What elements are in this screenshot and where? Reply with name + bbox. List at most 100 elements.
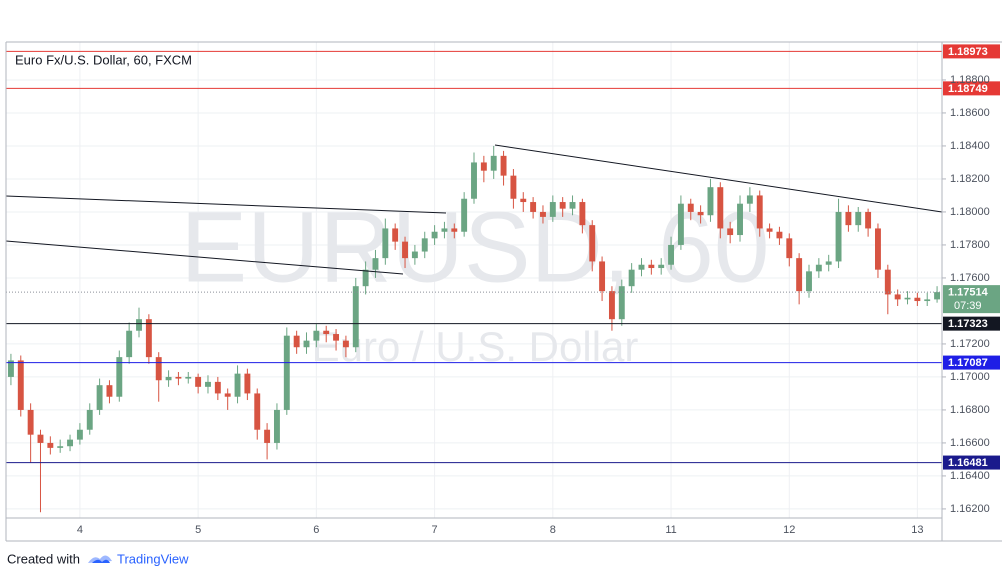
candle-body <box>165 376 172 381</box>
candle-body <box>244 373 251 394</box>
candle-body <box>855 211 862 226</box>
candle-body <box>668 244 675 265</box>
candle-body <box>934 292 941 300</box>
candle-body <box>786 238 793 259</box>
candle-body <box>37 434 44 443</box>
candle-body <box>658 264 665 269</box>
trend-line <box>5 195 447 214</box>
candle-body <box>57 446 64 448</box>
candle-body <box>579 202 586 226</box>
candle-body <box>451 228 458 232</box>
candle-body <box>27 409 34 435</box>
price-badge <box>943 455 1000 470</box>
candle-body <box>234 373 241 397</box>
trend-lines <box>5 144 943 275</box>
candle-body <box>480 162 487 171</box>
candle-body <box>303 340 310 348</box>
candle-body <box>342 340 349 348</box>
x-tick-label: 7 <box>432 524 438 536</box>
price-badge-label: 1.18749 <box>948 83 988 95</box>
candle-body <box>224 393 231 397</box>
candle-body <box>756 195 763 229</box>
candle-body <box>67 439 73 447</box>
y-tick-label: 1.17600 <box>950 272 990 284</box>
price-badge-label: 1.18973 <box>948 46 988 58</box>
price-badge <box>943 355 1000 370</box>
candle-body <box>392 228 399 242</box>
candle-body <box>549 202 556 217</box>
candle-body <box>471 162 477 199</box>
y-tick-label: 1.16800 <box>950 404 990 416</box>
y-tick-label: 1.18000 <box>950 206 990 218</box>
candle-body <box>796 258 803 292</box>
candle-body <box>530 202 537 212</box>
candle-body <box>825 261 832 265</box>
chart-title: Euro Fx/U.S. Dollar, 60, FXCM <box>15 52 192 67</box>
countdown: 07:39 <box>954 300 982 312</box>
footer-brand[interactable]: TradingView <box>117 551 189 566</box>
candle-body <box>815 264 822 272</box>
candle-body <box>776 231 783 239</box>
candle-body <box>589 225 596 262</box>
candle-body <box>352 286 359 348</box>
candle-body <box>894 294 901 300</box>
trend-line <box>494 144 943 213</box>
candle-body <box>126 330 133 358</box>
candle-body <box>648 264 655 269</box>
y-tick-label: 1.17000 <box>950 371 990 383</box>
candle-body <box>707 187 714 216</box>
candle-body <box>697 211 704 216</box>
candle-body <box>313 330 320 341</box>
candle-body <box>746 195 753 204</box>
candle-body <box>766 228 773 232</box>
candle-body <box>254 393 261 430</box>
candle-body <box>116 357 123 397</box>
candle-body <box>362 269 369 287</box>
candle-body <box>638 264 645 270</box>
price-badge-label: 1.17087 <box>948 357 988 369</box>
candle-body <box>323 330 330 335</box>
candle-body <box>875 228 881 270</box>
candle-body <box>205 381 211 387</box>
last-price-label: 1.17514 <box>948 287 989 299</box>
x-tick-label: 11 <box>665 524 676 536</box>
candle-body <box>86 409 93 430</box>
candle-body <box>214 381 221 394</box>
candle-body <box>608 291 615 320</box>
candle-body <box>618 286 625 320</box>
candle-body <box>17 360 24 410</box>
candle-body <box>569 202 576 209</box>
y-tick-label: 1.17800 <box>950 239 990 251</box>
candle-body <box>185 376 192 379</box>
y-tick-label: 1.16600 <box>950 437 990 449</box>
candle-body <box>283 335 290 410</box>
y-tick-label: 1.18800 <box>950 74 990 86</box>
candle-body <box>264 429 271 443</box>
y-tick-label: 1.16400 <box>950 470 990 482</box>
price-badge <box>943 81 1000 96</box>
x-tick-label: 5 <box>195 524 201 536</box>
y-tick-label: 1.16200 <box>950 503 990 515</box>
x-tick-label: 6 <box>313 524 319 536</box>
x-tick-label: 4 <box>77 524 83 536</box>
candle-body <box>421 238 428 252</box>
candle-body <box>500 155 507 176</box>
candle-body <box>914 297 921 302</box>
candle-body <box>175 376 182 379</box>
y-tick-label: 1.18200 <box>950 173 990 185</box>
candle-body <box>411 251 418 259</box>
candle-body <box>687 203 694 212</box>
candle-body <box>904 297 911 300</box>
candle-body <box>599 261 606 292</box>
candle-body <box>145 319 152 358</box>
candle-body <box>76 429 83 440</box>
price-lines: 1.18973 1.18749 1.17323 1.17087 1.16481 1.175… <box>6 44 1000 470</box>
candle-body <box>737 203 743 236</box>
price-badge-label: 1.17323 <box>948 318 988 330</box>
candle-body <box>372 258 379 270</box>
candle-body <box>865 211 872 229</box>
candle-body <box>96 385 103 410</box>
last-price-badge <box>943 285 1000 314</box>
